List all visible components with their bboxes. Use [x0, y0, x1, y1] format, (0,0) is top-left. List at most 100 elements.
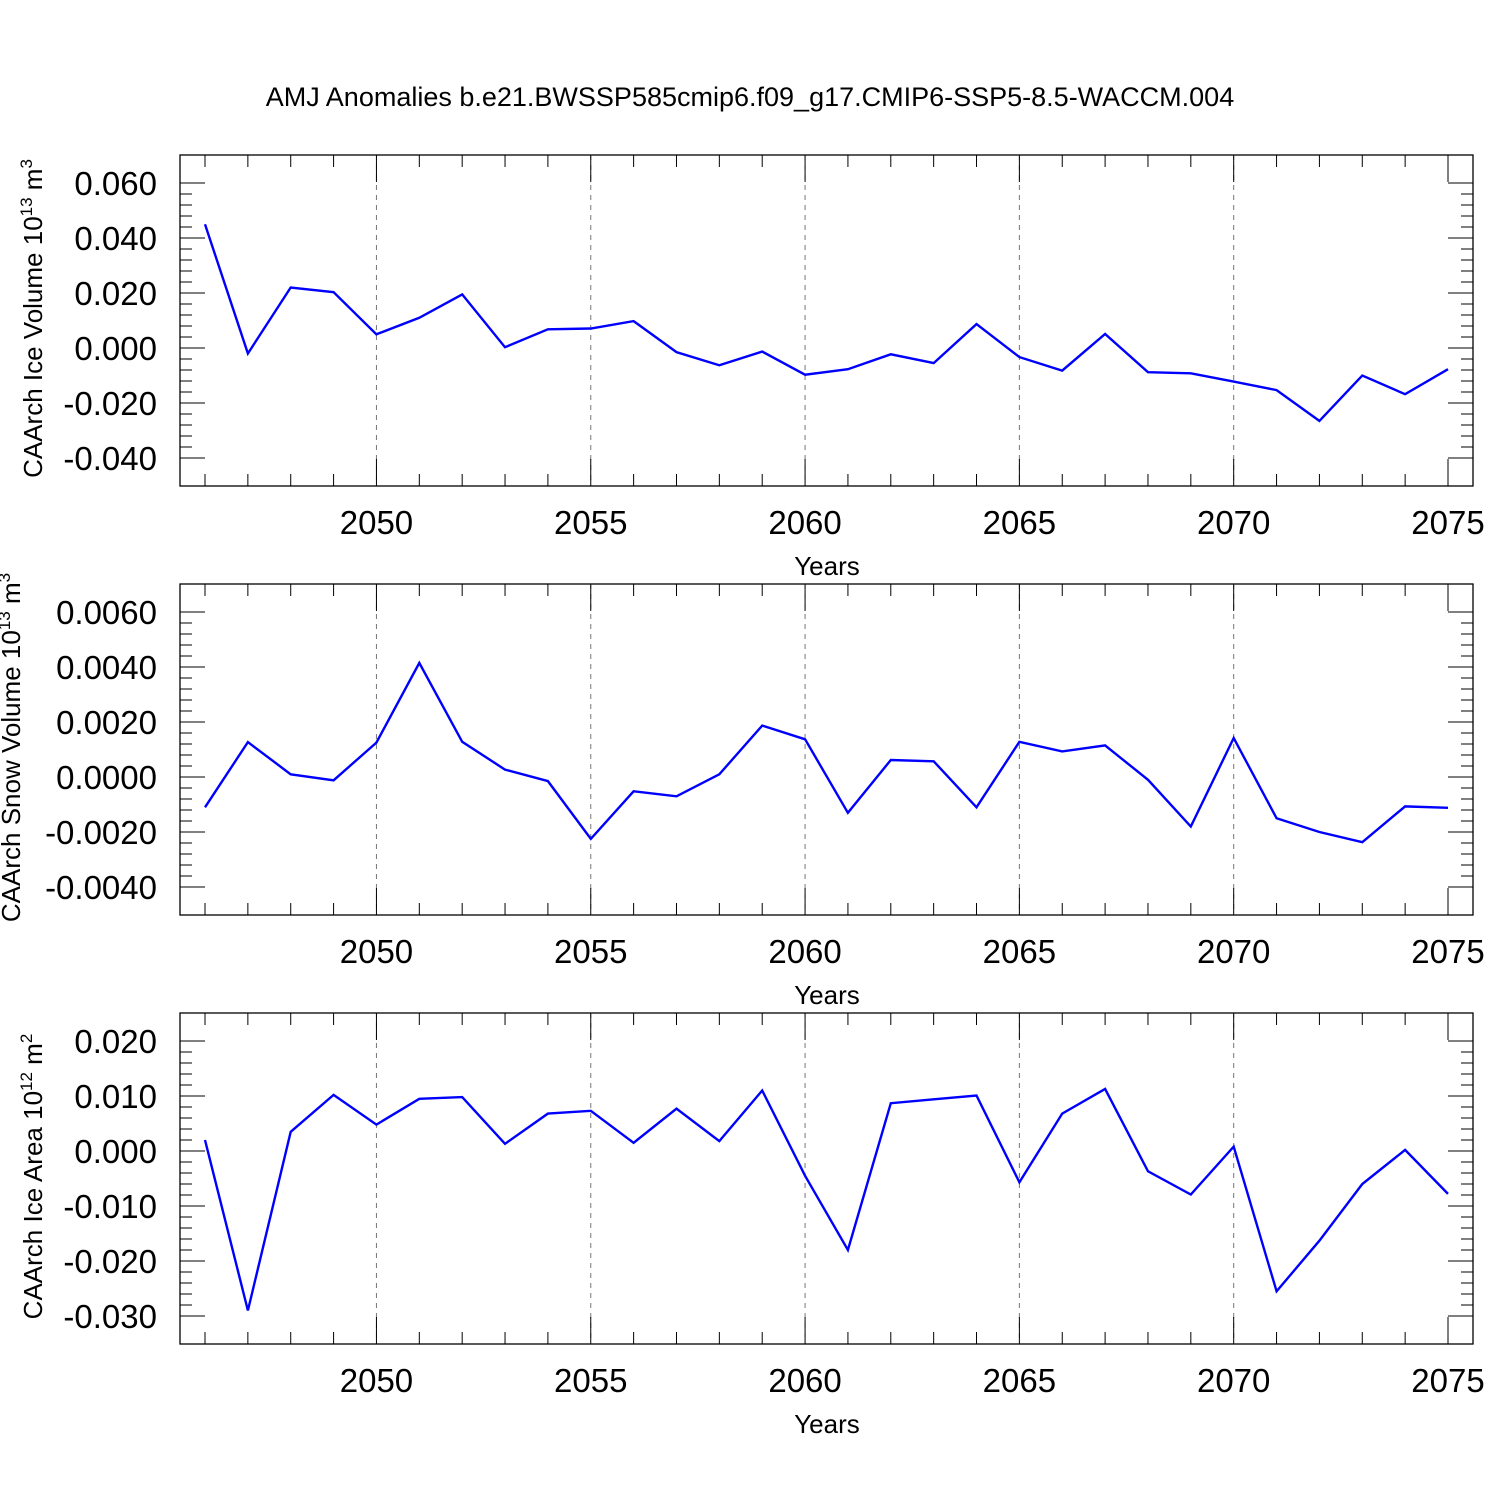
x-tick-label: 2050 — [340, 504, 413, 541]
plot-frame — [179, 154, 1474, 487]
x-tick-label: 2070 — [1197, 1362, 1270, 1399]
x-axis-label: Years — [794, 551, 860, 581]
data-point — [717, 1139, 721, 1143]
data-point — [546, 779, 550, 783]
data-point — [846, 811, 850, 815]
data-point — [932, 759, 936, 763]
data-point — [760, 350, 764, 354]
x-axis-label: Years — [794, 1409, 860, 1439]
data-point — [1189, 1193, 1193, 1197]
data-point — [1189, 825, 1193, 829]
data-point — [203, 1138, 207, 1142]
data-point — [1232, 380, 1236, 384]
data-point — [889, 758, 893, 762]
data-point — [1189, 371, 1193, 375]
y-tick-label: 0.0000 — [56, 759, 157, 796]
y-tick-label: -0.0040 — [45, 869, 157, 906]
data-point — [374, 332, 378, 336]
data-point — [1146, 778, 1150, 782]
data-point — [332, 1093, 336, 1097]
y-tick-label: -0.0020 — [45, 814, 157, 851]
x-tick-label: 2050 — [340, 1362, 413, 1399]
data-point — [1060, 749, 1064, 753]
data-point — [632, 319, 636, 323]
data-point — [1232, 1145, 1236, 1149]
data-point — [803, 373, 807, 377]
data-point — [1232, 736, 1236, 740]
data-point — [717, 363, 721, 367]
data-point — [760, 724, 764, 728]
y-tick-label: -0.040 — [63, 440, 157, 477]
data-point — [1103, 743, 1107, 747]
data-point — [1360, 840, 1364, 844]
data-point — [1146, 370, 1150, 374]
data-point — [1317, 1239, 1321, 1243]
data-point — [1360, 374, 1364, 378]
panel-3: -0.030 -0.020 -0.010 0.000 0.010 0.020 2050 205… — [17, 1012, 1485, 1439]
data-point — [417, 316, 421, 320]
data-point — [803, 737, 807, 741]
x-tick-label: 2055 — [554, 1362, 627, 1399]
data-point — [1103, 332, 1107, 336]
data-point — [332, 290, 336, 294]
x-tick-label: 2055 — [554, 933, 627, 970]
y-tick-label: 0.010 — [74, 1078, 157, 1115]
data-point — [1146, 1169, 1150, 1173]
data-point — [1017, 740, 1021, 744]
y-axis-label: CAArch Ice Volume 1013 m3 — [17, 159, 48, 478]
data-point — [1275, 816, 1279, 820]
y-tick-label: -0.010 — [63, 1188, 157, 1225]
data-point — [246, 740, 250, 744]
data-point — [374, 741, 378, 745]
data-point — [1017, 1180, 1021, 1184]
panel-1: -0.040 -0.020 0.000 0.020 0.040 0.060 2050 2055… — [17, 154, 1485, 581]
data-point — [889, 1101, 893, 1105]
y-tick-label: 0.040 — [74, 220, 157, 257]
data-point — [546, 1112, 550, 1116]
x-tick-label: 2065 — [983, 504, 1056, 541]
y-tick-label: 0.060 — [74, 165, 157, 202]
x-tick-label: 2050 — [340, 933, 413, 970]
data-point — [1403, 392, 1407, 396]
data-point — [289, 1130, 293, 1134]
data-point — [1275, 388, 1279, 392]
data-point — [503, 768, 507, 772]
data-point — [503, 345, 507, 349]
x-tick-label: 2065 — [983, 933, 1056, 970]
data-point — [1060, 1112, 1064, 1116]
data-point — [675, 350, 679, 354]
data-point — [332, 778, 336, 782]
data-point — [246, 352, 250, 356]
data-point — [932, 1097, 936, 1101]
data-point — [1403, 804, 1407, 808]
y-tick-label: 0.000 — [74, 330, 157, 367]
plot-frame — [179, 583, 1474, 916]
data-point — [417, 1097, 421, 1101]
data-point — [1403, 1148, 1407, 1152]
data-point — [589, 837, 593, 841]
data-point — [975, 805, 979, 809]
data-point — [975, 1094, 979, 1098]
data-point — [846, 367, 850, 371]
y-tick-label: 0.020 — [74, 1023, 157, 1060]
data-point — [1060, 369, 1064, 373]
data-point — [803, 1174, 807, 1178]
series-line — [203, 223, 1449, 423]
data-point — [460, 1095, 464, 1099]
data-point — [503, 1142, 507, 1146]
data-point — [1446, 367, 1450, 371]
data-point — [1103, 1087, 1107, 1091]
x-tick-label: 2060 — [768, 933, 841, 970]
data-point — [1360, 1182, 1364, 1186]
data-point — [289, 772, 293, 776]
data-point — [1317, 830, 1321, 834]
x-tick-label: 2060 — [768, 1362, 841, 1399]
data-point — [632, 789, 636, 793]
x-axis-label: Years — [794, 980, 860, 1010]
y-tick-label: 0.020 — [74, 275, 157, 312]
data-point — [932, 361, 936, 365]
data-point — [1446, 1192, 1450, 1196]
x-tick-label: 2075 — [1411, 933, 1484, 970]
data-point — [1317, 419, 1321, 423]
data-point — [460, 292, 464, 296]
